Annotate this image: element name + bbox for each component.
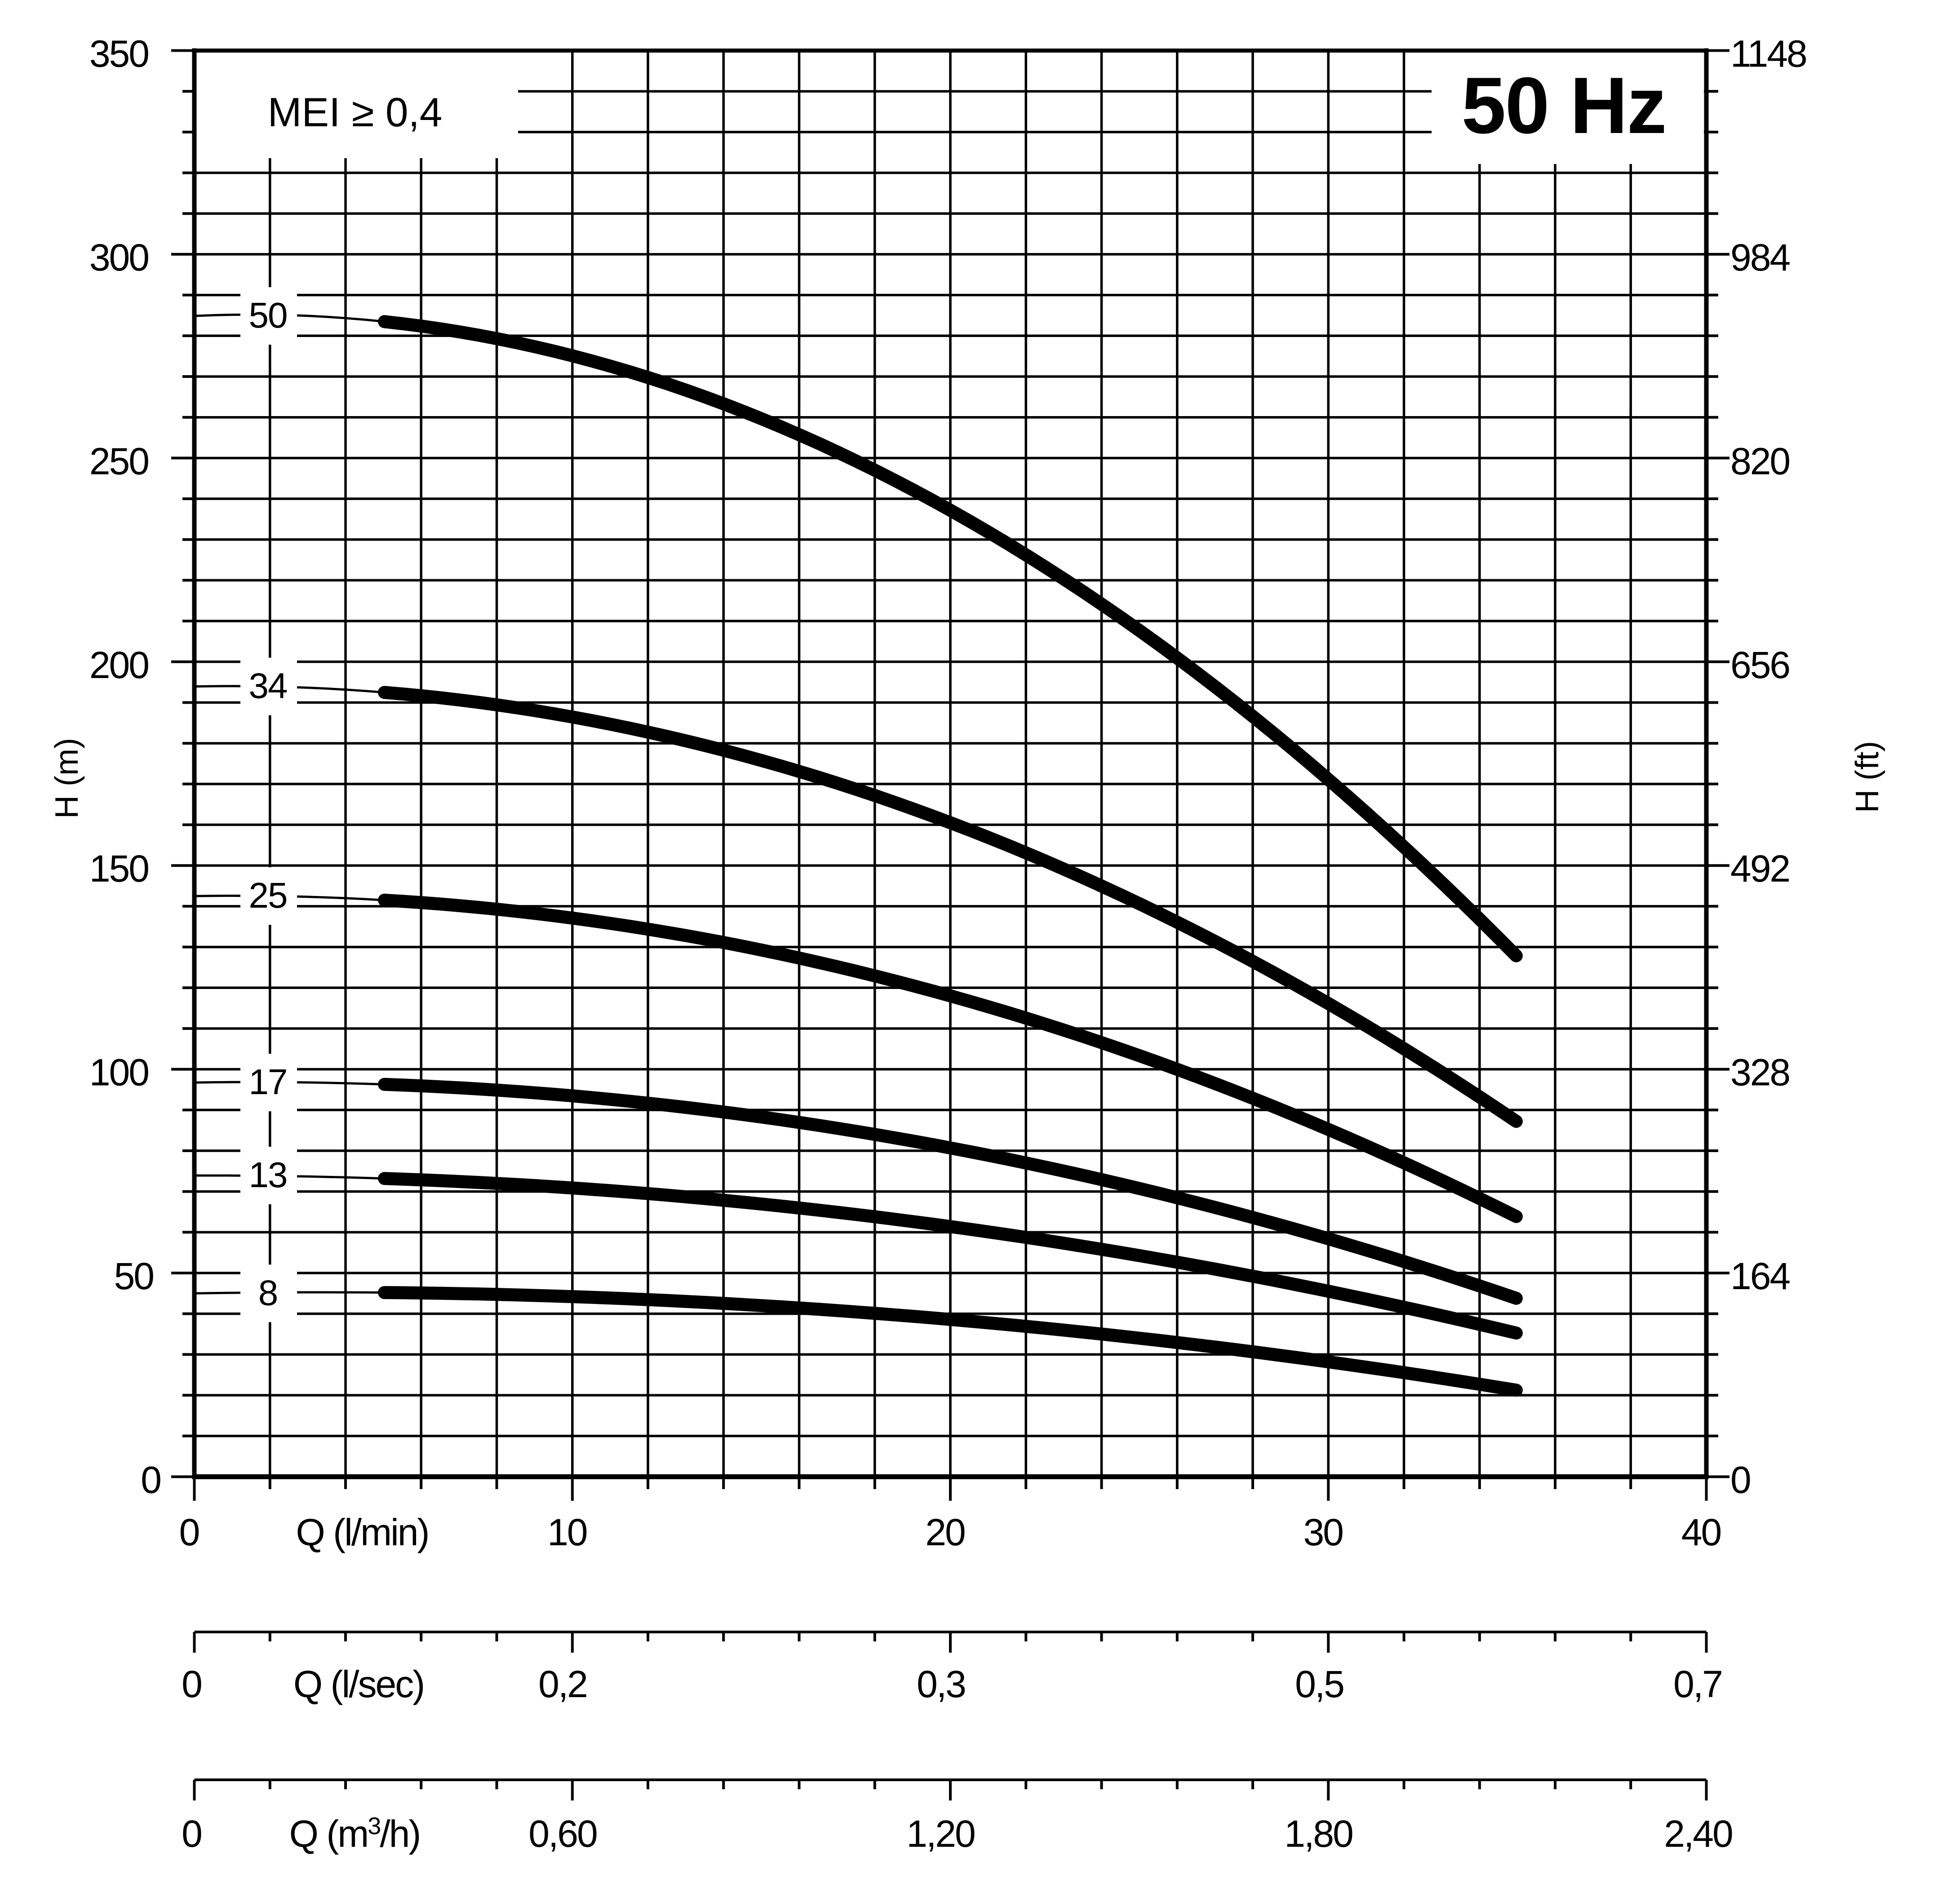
svg-text:0: 0 bbox=[179, 1511, 199, 1553]
svg-text:50 Hz: 50 Hz bbox=[1462, 61, 1666, 150]
svg-text:8: 8 bbox=[258, 1273, 278, 1313]
svg-text:30: 30 bbox=[1303, 1511, 1343, 1553]
svg-text:250: 250 bbox=[89, 440, 148, 482]
svg-text:0: 0 bbox=[182, 1663, 201, 1705]
svg-text:0,60: 0,60 bbox=[528, 1813, 597, 1855]
svg-text:300: 300 bbox=[89, 236, 148, 279]
svg-text:0,2: 0,2 bbox=[538, 1663, 587, 1705]
svg-text:50: 50 bbox=[249, 295, 287, 335]
svg-text:Q (m3/h): Q (m3/h) bbox=[289, 1813, 420, 1855]
svg-text:40: 40 bbox=[1681, 1511, 1721, 1553]
svg-text:17: 17 bbox=[249, 1062, 287, 1102]
svg-text:350: 350 bbox=[89, 33, 148, 75]
svg-text:1,20: 1,20 bbox=[906, 1813, 975, 1855]
svg-text:H (ft): H (ft) bbox=[1849, 741, 1885, 813]
svg-text:0: 0 bbox=[141, 1459, 160, 1501]
svg-text:50: 50 bbox=[114, 1255, 154, 1297]
svg-text:10: 10 bbox=[547, 1511, 587, 1553]
svg-text:984: 984 bbox=[1730, 236, 1790, 279]
svg-text:328: 328 bbox=[1730, 1051, 1789, 1094]
svg-text:0,5: 0,5 bbox=[1295, 1663, 1344, 1705]
svg-text:0,7: 0,7 bbox=[1673, 1663, 1722, 1705]
svg-text:Q (l/sec): Q (l/sec) bbox=[293, 1663, 424, 1705]
svg-text:25: 25 bbox=[249, 875, 287, 915]
svg-text:150: 150 bbox=[89, 847, 148, 890]
svg-text:1148: 1148 bbox=[1730, 33, 1806, 75]
svg-text:MEI ≥ 0,4: MEI ≥ 0,4 bbox=[268, 90, 443, 135]
svg-text:100: 100 bbox=[89, 1051, 148, 1094]
svg-text:200: 200 bbox=[89, 644, 148, 686]
svg-text:Q (l/min): Q (l/min) bbox=[296, 1511, 429, 1553]
svg-text:1,80: 1,80 bbox=[1284, 1813, 1352, 1855]
svg-text:492: 492 bbox=[1730, 847, 1789, 890]
svg-text:34: 34 bbox=[249, 666, 287, 706]
svg-text:656: 656 bbox=[1730, 644, 1789, 686]
svg-text:0,3: 0,3 bbox=[917, 1663, 965, 1705]
svg-text:0: 0 bbox=[182, 1813, 201, 1855]
svg-text:820: 820 bbox=[1730, 440, 1789, 482]
svg-text:H (m): H (m) bbox=[49, 738, 85, 819]
svg-text:0: 0 bbox=[1730, 1459, 1750, 1501]
svg-text:13: 13 bbox=[249, 1155, 287, 1195]
svg-text:164: 164 bbox=[1730, 1255, 1790, 1297]
svg-text:2,40: 2,40 bbox=[1664, 1813, 1732, 1855]
svg-text:20: 20 bbox=[925, 1511, 965, 1553]
